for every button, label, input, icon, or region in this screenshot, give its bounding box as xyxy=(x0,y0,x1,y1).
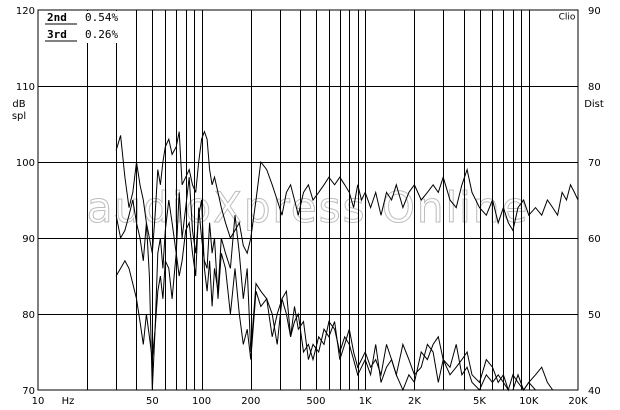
legend-2nd-name: 2nd xyxy=(47,11,67,24)
x-tick-label: 2K xyxy=(408,396,421,407)
right-tick-label: 70 xyxy=(588,158,601,169)
left-tick-label: 110 xyxy=(16,82,35,93)
x-tick-label: 5K xyxy=(473,396,486,407)
watermark: audioXpress Online xyxy=(87,183,530,232)
x-tick-label: 50 xyxy=(146,396,159,407)
curve-2nd xyxy=(115,177,542,392)
x-tick-label: 1K xyxy=(359,396,372,407)
x-tick-label: 100 xyxy=(192,396,211,407)
x-tick-label: 200 xyxy=(241,396,260,407)
right-tick-label: 40 xyxy=(588,386,601,397)
x-tick-label: 10K xyxy=(519,396,539,407)
curve-fundamental xyxy=(115,130,579,255)
legend-background xyxy=(39,11,129,43)
left-tick-label: 70 xyxy=(22,386,35,397)
x-tick-label: 10 xyxy=(32,396,45,407)
right-tick-label: 80 xyxy=(588,82,601,93)
x-unit-label: Hz xyxy=(62,396,75,407)
left-tick-label: 80 xyxy=(22,310,35,321)
legend-2nd-value: 0.54% xyxy=(85,11,118,24)
legend-3rd-name: 3rd xyxy=(47,28,67,41)
clio-label: Clio xyxy=(559,13,576,23)
x-tick-label: 20K xyxy=(568,396,588,407)
right-tick-label: 90 xyxy=(588,6,601,17)
x-tick-labels: 10 50 100 200 500 1K 2K 5K 10K 20K xyxy=(32,396,588,407)
right-tick-label: 60 xyxy=(588,234,601,245)
right-ylabel: Dist xyxy=(584,99,604,110)
right-tick-labels: 40 50 60 70 80 90 xyxy=(588,6,601,397)
left-tick-labels: 70 80 90 100 110 120 xyxy=(16,6,35,397)
horizontal-gridlines xyxy=(38,86,578,315)
curve-group xyxy=(115,130,579,392)
clio-label-box xyxy=(557,11,577,22)
right-tick-label: 50 xyxy=(588,310,601,321)
curve-3rd xyxy=(115,207,554,392)
legend: 2nd 0.54% 3rd 0.26% xyxy=(39,11,129,43)
left-ylabel-db: dB xyxy=(12,99,25,110)
left-ylabel-spl: spl xyxy=(12,111,26,122)
left-tick-label: 90 xyxy=(22,234,35,245)
legend-3rd-value: 0.26% xyxy=(85,28,118,41)
left-tick-label: 100 xyxy=(16,158,35,169)
left-tick-label: 120 xyxy=(16,6,35,17)
x-tick-label: 500 xyxy=(306,396,325,407)
vertical-gridlines xyxy=(87,10,530,390)
